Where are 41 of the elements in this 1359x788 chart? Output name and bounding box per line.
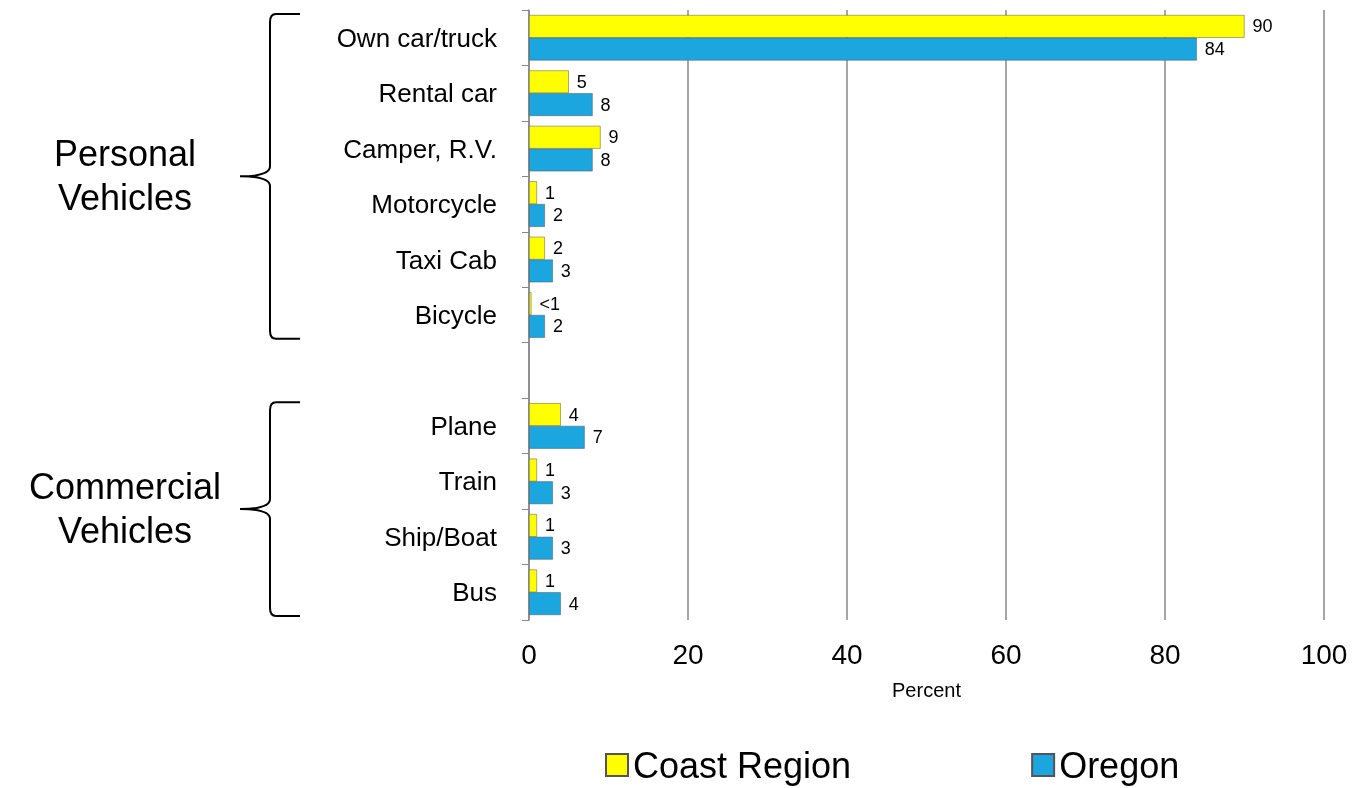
data-label: 1 [544, 515, 555, 536]
data-label: 3 [560, 538, 571, 559]
data-label: 1 [544, 182, 555, 203]
data-label: 8 [600, 94, 611, 115]
x-tick-label: 40 [831, 638, 863, 670]
data-label: 4 [568, 404, 579, 425]
data-label: 9 [608, 127, 619, 148]
data-label: 3 [560, 260, 571, 281]
data-label: 2 [552, 316, 563, 337]
x-tick-label: 0 [521, 638, 537, 670]
y-tick-label: Motorcycle [371, 189, 497, 220]
data-label: 1 [544, 570, 555, 591]
data-label: 2 [552, 238, 563, 259]
text: Commercial Vehicles [28, 465, 222, 554]
y-tick-label: Train [438, 466, 497, 497]
x-tick-label: 80 [1149, 638, 1181, 670]
y-tick-label: Camper, R.V. [343, 133, 497, 164]
data-label: 5 [576, 71, 587, 92]
data-label: <1 [539, 293, 560, 314]
legend-label: Coast Region [633, 744, 852, 786]
data-label: 1 [544, 460, 555, 480]
x-tick-label: 100 [1300, 638, 1348, 670]
y-tick-label: Ship/Boat [384, 521, 498, 552]
y-tick-label: Bus [452, 577, 497, 608]
x-axis-title: Percent [892, 679, 962, 701]
legend-label: Oregon [1059, 744, 1180, 786]
y-tick-label: Own car/truck [336, 22, 498, 53]
data-label: 7 [592, 427, 603, 448]
data-label: 90 [1252, 16, 1273, 37]
data-label: 8 [600, 150, 611, 170]
data-label: 3 [560, 482, 571, 503]
text: Personal Vehicles [52, 132, 198, 221]
x-tick-label: 20 [672, 638, 704, 670]
y-tick-label: Rental car [378, 78, 498, 109]
y-tick-label: Plane [430, 410, 497, 441]
data-label: 84 [1204, 39, 1225, 60]
data-label: 2 [552, 205, 563, 226]
y-tick-label: Bicycle [414, 300, 497, 330]
data-label: 4 [568, 593, 579, 614]
y-tick-label: Taxi Cab [395, 244, 497, 275]
x-tick-label: 60 [990, 638, 1022, 670]
